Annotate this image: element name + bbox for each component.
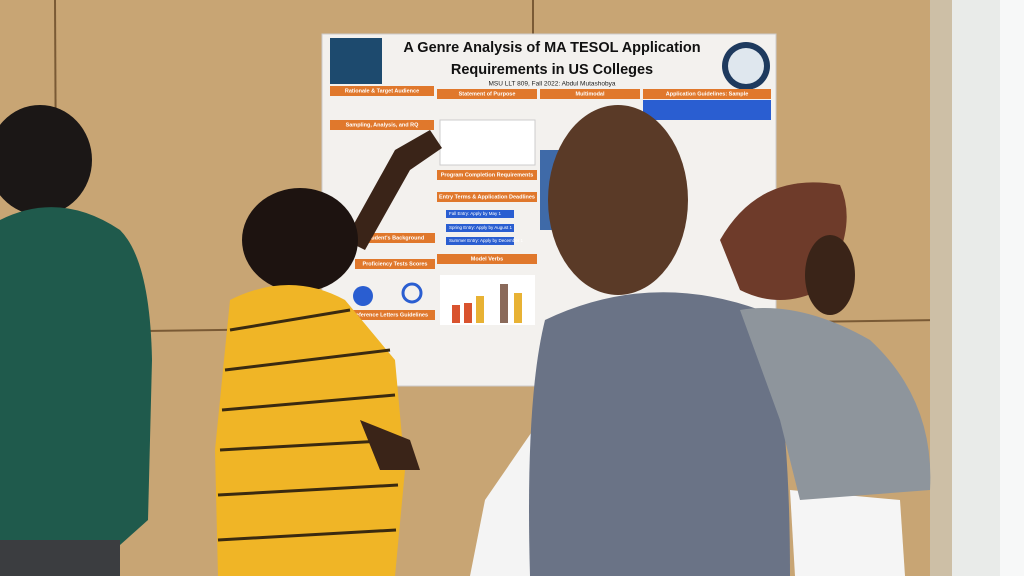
- section-title: Model Verbs: [471, 256, 503, 262]
- section-header: [437, 192, 537, 202]
- figure-bar: [500, 284, 508, 323]
- section-header: [437, 170, 537, 180]
- section-title: Proficiency Tests Scores: [362, 261, 427, 267]
- hoodie: [0, 207, 152, 550]
- section-header: [355, 233, 435, 243]
- cardigan: [740, 308, 931, 500]
- section-header: [643, 89, 771, 99]
- poster-byline: MSU LLT 809, Fall 2022: Abdul Mutashobya: [489, 81, 616, 88]
- poster-title: A Genre Analysis of MA TESOL Application: [403, 40, 700, 56]
- stripe: [217, 528, 397, 542]
- person-gray-sweater: [470, 105, 790, 576]
- hair: [548, 105, 688, 295]
- arm: [345, 130, 442, 250]
- stripe: [229, 308, 351, 332]
- section-title: Entry Terms & Application Deadlines: [439, 194, 535, 200]
- sweater: [529, 292, 790, 576]
- section-title: Student's Background: [366, 235, 424, 241]
- entry-button: [446, 224, 514, 232]
- section-title: Reference Letters Guidelines: [352, 312, 428, 318]
- section-title: Statement of Purpose: [459, 91, 516, 97]
- section-title: Multimodal: [575, 91, 604, 97]
- figure-bar: [452, 305, 460, 323]
- person-head-wrap: [720, 182, 931, 576]
- section-header: [355, 259, 435, 269]
- person-yellow-shirt: [215, 130, 442, 576]
- figure-bar: [476, 296, 484, 323]
- shirt: [215, 285, 405, 576]
- face: [805, 235, 855, 315]
- stripe: [221, 393, 396, 412]
- pie-figure: [353, 286, 373, 306]
- hair: [0, 105, 92, 215]
- stripes: [217, 308, 401, 542]
- stripe: [224, 348, 391, 372]
- window-frame: [930, 0, 952, 576]
- entry-term: Summer Entry: Apply by December 1: [449, 238, 524, 243]
- screenshot-panel: [643, 100, 771, 120]
- section-title: Program Completion Requirements: [441, 172, 534, 178]
- section-title: Application Guidelines: Sample: [666, 91, 749, 97]
- hand: [360, 420, 420, 470]
- stripe: [217, 483, 399, 497]
- seal-inner: [728, 48, 764, 84]
- logo: [330, 38, 382, 84]
- papers: [790, 490, 905, 576]
- section-header: [437, 254, 537, 264]
- pants: [0, 540, 120, 576]
- entry-term: Spring Entry: Apply by August 1: [449, 225, 513, 230]
- entry-term: Fall Entry: Apply by May 1: [449, 211, 502, 216]
- figure-panel: [439, 119, 536, 166]
- section-header: [345, 310, 435, 320]
- section-header: [437, 89, 537, 99]
- section-header: [330, 120, 434, 130]
- figure-bar: [464, 303, 472, 323]
- entry-button: [446, 237, 514, 245]
- window-light: [1000, 0, 1024, 576]
- entry-button: [446, 210, 514, 218]
- head: [242, 188, 358, 292]
- ring-figure: [401, 282, 423, 304]
- section-header: [330, 86, 434, 96]
- papers: [470, 420, 545, 576]
- section-header: [540, 89, 640, 99]
- person-green-hoodie: [0, 105, 152, 576]
- section-title: Sampling, Analysis, and RQ: [346, 122, 420, 128]
- section-title: Rationale & Target Audience: [345, 88, 419, 94]
- figure-bar: [514, 293, 522, 323]
- poster-title: Requirements in US Colleges: [451, 62, 653, 78]
